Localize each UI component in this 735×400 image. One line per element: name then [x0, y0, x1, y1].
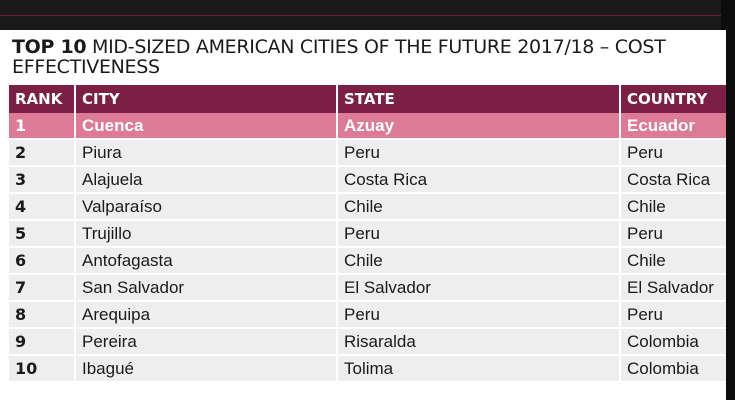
table-row: 3 Alajuela Costa Rica Costa Rica: [9, 166, 726, 194]
header-country: COUNTRY: [619, 85, 726, 113]
cell-rank: 1: [9, 113, 75, 140]
cell-city: Ibagué: [74, 355, 337, 383]
table-row: 9 Pereira Risaralda Colombia: [9, 328, 726, 356]
cell-country: Chile: [619, 247, 726, 275]
cell-state: Peru: [336, 301, 620, 329]
cell-country: Chile: [619, 193, 726, 221]
title-rest: MID-SIZED AMERICAN CITIES OF THE FUTURE …: [12, 36, 666, 78]
cell-rank: 8: [9, 301, 75, 329]
table-row: 7 San Salvador El Salvador El Salvador: [9, 274, 726, 302]
table-row: 10 Ibagué Tolima Colombia: [9, 355, 726, 383]
table-row: 4 Valparaíso Chile Chile: [9, 193, 726, 221]
cell-rank: 2: [9, 139, 75, 167]
table-row: 6 Antofagasta Chile Chile: [9, 247, 726, 275]
table-row: 2 Piura Peru Peru: [9, 139, 726, 167]
header-city: CITY: [74, 85, 337, 113]
cell-city: Arequipa: [74, 301, 337, 329]
header-state: STATE: [336, 85, 620, 113]
top-accent-line: [0, 15, 735, 16]
cell-city: Antofagasta: [74, 247, 337, 275]
cell-country: Colombia: [619, 355, 726, 383]
table-title: TOP 10 MID-SIZED AMERICAN CITIES OF THE …: [12, 37, 712, 77]
rankings-table: RANK CITY STATE COUNTRY 1 Cuenca Azuay E…: [9, 85, 726, 383]
header-rank: RANK: [9, 85, 75, 113]
cell-state: Chile: [336, 247, 620, 275]
cell-rank: 3: [9, 166, 75, 194]
cell-country: Peru: [619, 139, 726, 167]
cell-state: Costa Rica: [336, 166, 620, 194]
cell-city: San Salvador: [74, 274, 337, 302]
cell-city: Piura: [74, 139, 337, 167]
cell-country: Peru: [619, 301, 726, 329]
cell-country: Peru: [619, 220, 726, 248]
cell-country: El Salvador: [619, 274, 726, 302]
cell-rank: 6: [9, 247, 75, 275]
cell-city: Alajuela: [74, 166, 337, 194]
table-row: 5 Trujillo Peru Peru: [9, 220, 726, 248]
cell-state: Chile: [336, 193, 620, 221]
cell-state: Risaralda: [336, 328, 620, 356]
table-header-row: RANK CITY STATE COUNTRY: [9, 85, 726, 113]
cell-rank: 9: [9, 328, 75, 356]
cell-state: Peru: [336, 139, 620, 167]
table-row: 8 Arequipa Peru Peru: [9, 301, 726, 329]
cell-city: Valparaíso: [74, 193, 337, 221]
cell-city: Trujillo: [74, 220, 337, 248]
cell-state: Azuay: [336, 113, 620, 140]
cell-rank: 5: [9, 220, 75, 248]
cell-state: El Salvador: [336, 274, 620, 302]
cell-city: Pereira: [74, 328, 337, 356]
title-bold-part: TOP 10: [12, 36, 87, 58]
cell-country: Costa Rica: [619, 166, 726, 194]
rankings-table-wrapper: RANK CITY STATE COUNTRY 1 Cuenca Azuay E…: [9, 85, 726, 383]
table-row-highlighted: 1 Cuenca Azuay Ecuador: [9, 113, 726, 140]
cell-state: Tolima: [336, 355, 620, 383]
cell-rank: 4: [9, 193, 75, 221]
cell-rank: 10: [9, 355, 75, 383]
cell-rank: 7: [9, 274, 75, 302]
cell-country: Ecuador: [619, 113, 726, 140]
cell-city: Cuenca: [74, 113, 337, 140]
cell-state: Peru: [336, 220, 620, 248]
cell-country: Colombia: [619, 328, 726, 356]
